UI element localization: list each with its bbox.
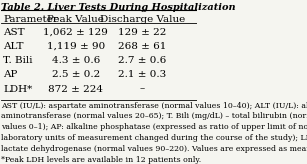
Text: 872 ± 224: 872 ± 224	[48, 85, 103, 94]
Text: *Peak LDH levels are available in 12 patients only.: *Peak LDH levels are available in 12 pat…	[2, 155, 202, 164]
Text: laboratory units of measurement changed during the course of the study); LDH (IU: laboratory units of measurement changed …	[2, 134, 307, 142]
Text: aminotransferase (normal values 20–65); T. Bili (mg/dL) – total bilirubin (norma: aminotransferase (normal values 20–65); …	[2, 112, 307, 120]
Text: Discharge Value: Discharge Value	[100, 15, 185, 24]
Text: 2.7 ± 0.6: 2.7 ± 0.6	[118, 56, 167, 65]
Text: values 0–1); AP: alkaline phosphatase (expressed as ratio of upper limit of norm: values 0–1); AP: alkaline phosphatase (e…	[2, 123, 307, 131]
Text: –: –	[140, 85, 145, 94]
Text: Peak Value: Peak Value	[47, 15, 104, 24]
Text: AST (IU/L): aspartate aminotransferase (normal values 10–40); ALT (IU/L): alanin: AST (IU/L): aspartate aminotransferase (…	[2, 102, 307, 110]
Text: 129 ± 22: 129 ± 22	[118, 28, 167, 37]
Text: 2.5 ± 0.2: 2.5 ± 0.2	[52, 70, 100, 79]
Text: Table 2. Liver Tests During Hospitalization: Table 2. Liver Tests During Hospitalizat…	[2, 3, 236, 12]
Text: 1,119 ± 90: 1,119 ± 90	[47, 42, 105, 51]
Text: LDH*: LDH*	[3, 85, 33, 94]
Text: 1,062 ± 129: 1,062 ± 129	[43, 28, 108, 37]
Text: 4.3 ± 0.6: 4.3 ± 0.6	[52, 56, 100, 65]
Text: AST: AST	[3, 28, 25, 37]
Text: T. Bili: T. Bili	[3, 56, 33, 65]
Text: 2.1 ± 0.3: 2.1 ± 0.3	[118, 70, 167, 79]
Text: 268 ± 61: 268 ± 61	[118, 42, 167, 51]
Text: Parameter: Parameter	[3, 15, 58, 24]
Text: ALT: ALT	[3, 42, 24, 51]
Text: AP: AP	[3, 70, 18, 79]
Text: lactate dehydrogenase (normal values 90–220). Values are expressed as mean ± SEM: lactate dehydrogenase (normal values 90–…	[2, 145, 307, 153]
